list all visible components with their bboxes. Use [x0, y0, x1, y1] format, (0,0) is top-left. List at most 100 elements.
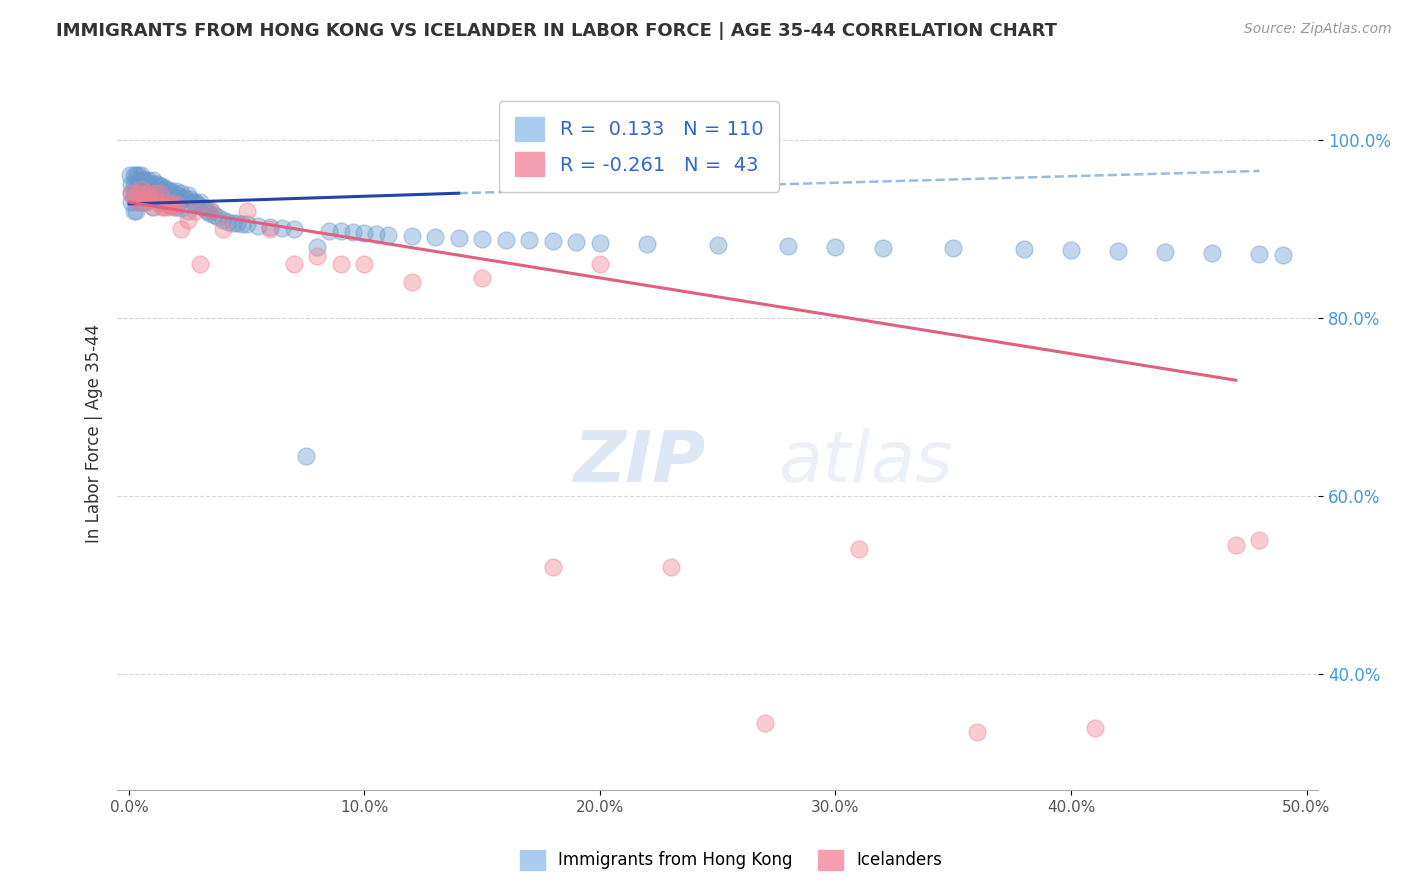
Point — [134, 173, 156, 187]
Point — [294, 449, 316, 463]
Point — [157, 197, 180, 211]
Point — [706, 237, 728, 252]
Y-axis label: In Labor Force | Age 35-44: In Labor Force | Age 35-44 — [86, 324, 103, 543]
Point — [127, 195, 149, 210]
Point — [136, 186, 159, 201]
Point — [541, 235, 564, 249]
Point — [143, 186, 166, 201]
Point — [471, 270, 494, 285]
Point — [471, 232, 494, 246]
Point — [259, 220, 281, 235]
Point — [122, 186, 145, 201]
Point — [150, 194, 173, 208]
Point — [271, 221, 294, 235]
Point — [200, 204, 222, 219]
Point — [120, 195, 142, 210]
Point — [283, 222, 305, 236]
Point — [165, 185, 187, 199]
Point — [153, 200, 176, 214]
Point — [143, 191, 166, 205]
Point — [1225, 538, 1247, 552]
Point — [165, 200, 187, 214]
Point — [942, 241, 965, 255]
Point — [132, 188, 155, 202]
Legend: Immigrants from Hong Kong, Icelanders: Immigrants from Hong Kong, Icelanders — [513, 843, 949, 877]
Point — [132, 195, 155, 210]
Point — [423, 230, 446, 244]
Point — [170, 186, 193, 201]
Text: IMMIGRANTS FROM HONG KONG VS ICELANDER IN LABOR FORCE | AGE 35-44 CORRELATION CH: IMMIGRANTS FROM HONG KONG VS ICELANDER I… — [56, 22, 1057, 40]
Point — [132, 173, 155, 187]
Point — [134, 195, 156, 210]
Text: Source: ZipAtlas.com: Source: ZipAtlas.com — [1244, 22, 1392, 37]
Point — [146, 178, 169, 192]
Point — [129, 182, 152, 196]
Point — [120, 169, 142, 183]
Point — [447, 231, 470, 245]
Point — [163, 186, 186, 201]
Point — [160, 199, 183, 213]
Point — [231, 218, 253, 232]
Point — [143, 178, 166, 192]
Point — [1012, 242, 1035, 256]
Point — [122, 204, 145, 219]
Point — [188, 195, 211, 210]
Point — [495, 233, 517, 247]
Point — [156, 200, 179, 214]
Point — [141, 173, 163, 187]
Point — [848, 542, 870, 557]
Point — [148, 179, 170, 194]
Point — [127, 169, 149, 183]
Point — [146, 191, 169, 205]
Point — [179, 193, 201, 207]
Point — [353, 257, 375, 271]
Point — [172, 191, 194, 205]
Point — [148, 194, 170, 208]
Point — [139, 191, 162, 205]
Point — [167, 188, 190, 202]
Point — [156, 197, 179, 211]
Point — [342, 226, 364, 240]
Point — [636, 237, 658, 252]
Point — [184, 195, 207, 210]
Point — [129, 195, 152, 210]
Point — [146, 195, 169, 210]
Point — [307, 248, 329, 262]
Point — [226, 217, 249, 231]
Point — [177, 188, 200, 202]
Point — [235, 218, 257, 232]
Point — [1154, 244, 1177, 259]
Point — [195, 204, 218, 219]
Point — [565, 235, 588, 250]
Point — [824, 239, 846, 253]
Point — [212, 213, 235, 227]
Point — [1107, 244, 1129, 258]
Point — [157, 195, 180, 210]
Point — [1083, 721, 1105, 735]
Point — [318, 224, 340, 238]
Point — [1060, 243, 1083, 257]
Point — [160, 197, 183, 211]
Point — [207, 211, 229, 225]
Point — [188, 257, 211, 271]
Point — [193, 202, 215, 216]
Point — [150, 200, 173, 214]
Point — [153, 195, 176, 210]
Point — [200, 204, 222, 219]
Point — [125, 186, 148, 201]
Point — [160, 185, 183, 199]
Point — [150, 179, 173, 194]
Point — [212, 222, 235, 236]
Point — [174, 191, 197, 205]
Point — [120, 186, 142, 201]
Point — [127, 178, 149, 192]
Point — [966, 725, 988, 739]
Point — [170, 222, 193, 236]
Point — [134, 195, 156, 210]
Point — [401, 275, 423, 289]
Point — [184, 204, 207, 219]
Point — [1271, 247, 1294, 261]
Point — [329, 257, 352, 271]
Point — [401, 229, 423, 244]
Point — [165, 197, 187, 211]
